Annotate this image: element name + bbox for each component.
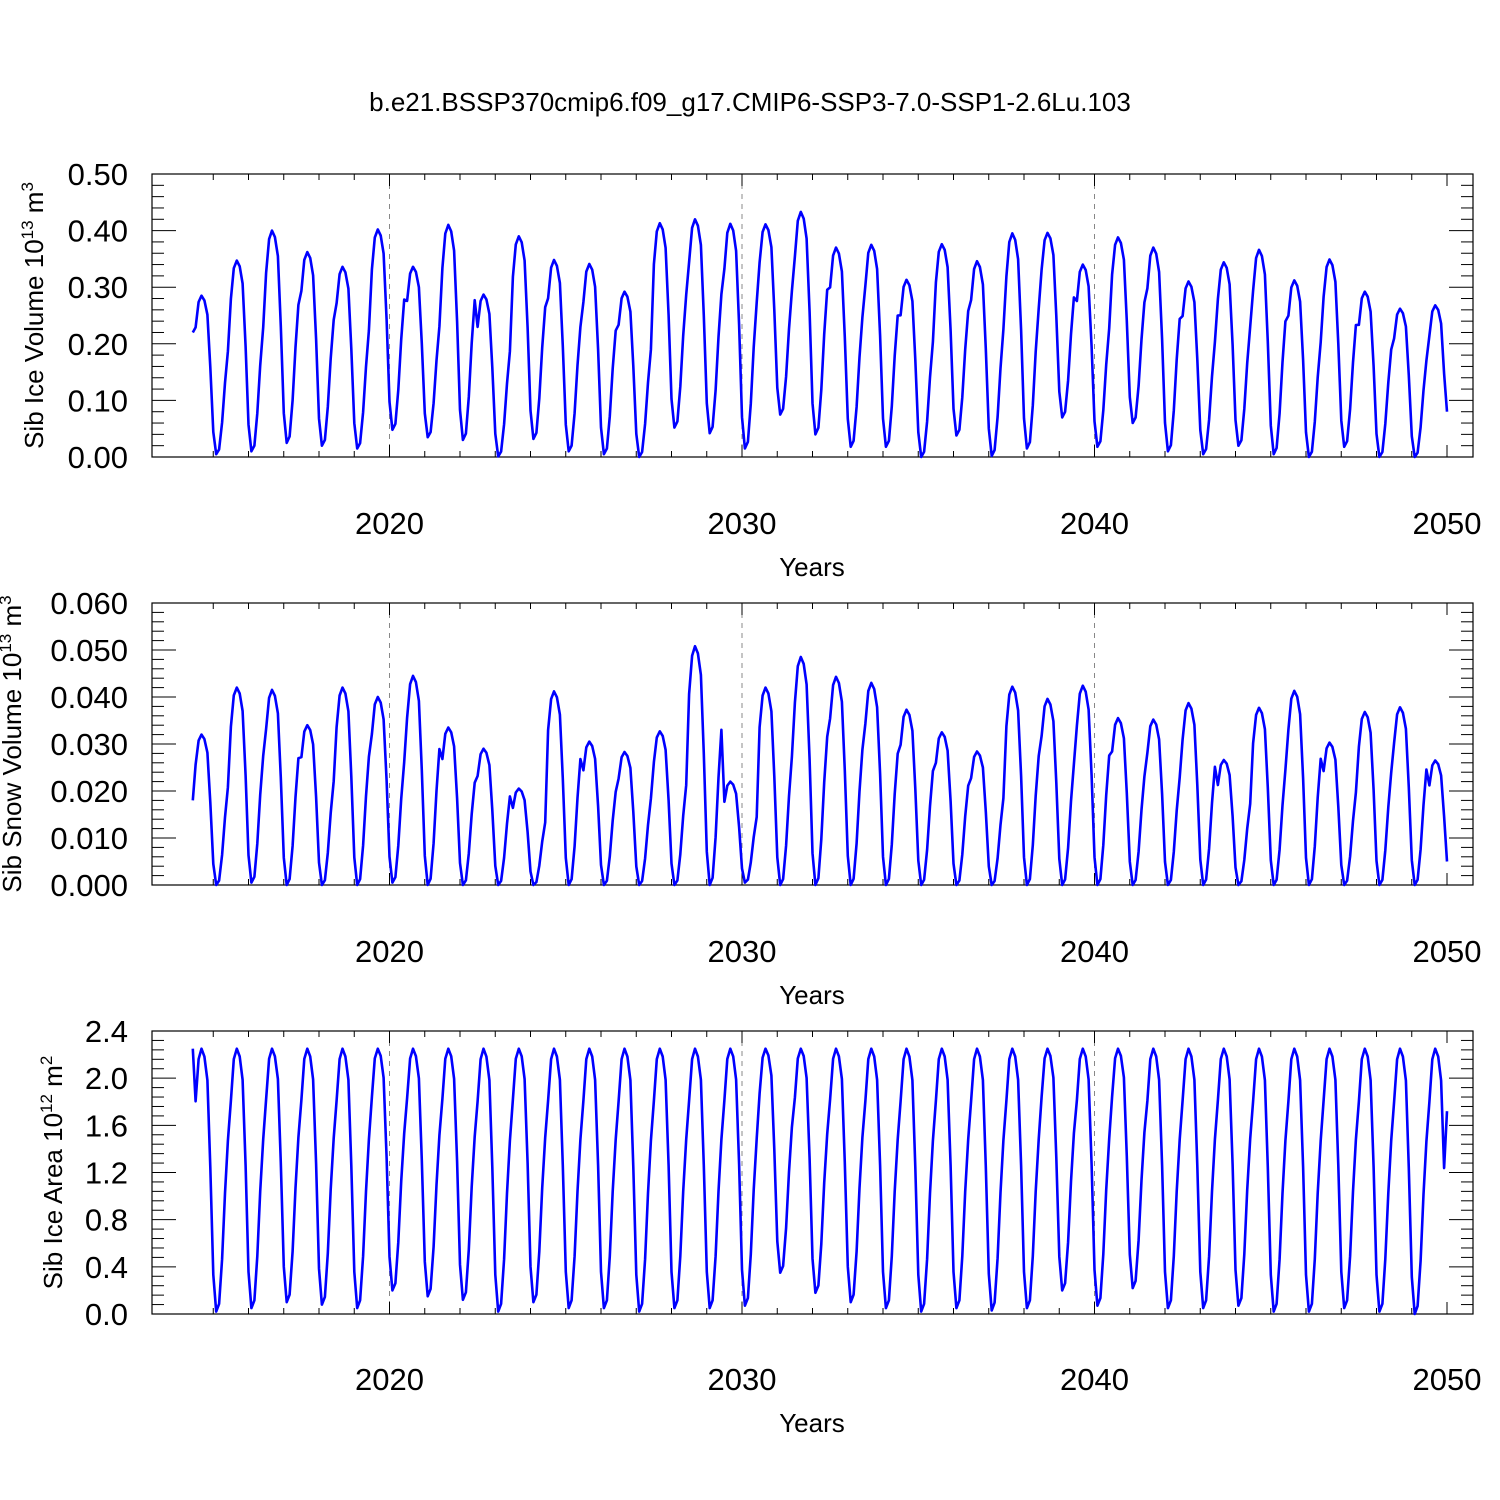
y-axis-title: Sib Snow Volume 1013 m3 — [0, 595, 27, 892]
y-tick-label: 0.010 — [50, 821, 128, 856]
series-line — [191, 1047, 1449, 1316]
y-tick-label: 0.0 — [85, 1297, 128, 1332]
y-tick-label: 0.020 — [50, 774, 128, 809]
y-axis-title-part: m — [0, 605, 27, 634]
x-tick-label: 2050 — [1413, 934, 1482, 969]
y-tick-label: 0.030 — [50, 727, 128, 762]
y-tick-label: 0.040 — [50, 680, 128, 715]
y-tick-label: 0.40 — [68, 214, 128, 249]
y-tick-label: 0.30 — [68, 270, 128, 305]
x-tick-label: 2040 — [1060, 934, 1129, 969]
x-axis-title: Years — [779, 552, 845, 582]
y-axis-title-part: 12 — [37, 1094, 56, 1113]
x-tick-label: 2020 — [355, 934, 424, 969]
x-axis-title: Years — [779, 980, 845, 1010]
y-axis-title-part: 2 — [37, 1056, 56, 1065]
y-axis-title-part: 3 — [0, 595, 15, 604]
y-axis-title-part: Sib Ice Volume 10 — [19, 239, 49, 449]
y-axis-title-part: 13 — [0, 634, 15, 653]
y-tick-label: 0.060 — [50, 586, 128, 621]
page-title: b.e21.BSSP370cmip6.f09_g17.CMIP6-SSP3-7.… — [369, 87, 1131, 117]
x-tick-label: 2030 — [708, 1362, 777, 1397]
series-line — [191, 644, 1449, 887]
y-axis-title-part: 3 — [18, 182, 37, 191]
y-tick-label: 0.000 — [50, 868, 128, 903]
x-tick-label: 2030 — [708, 506, 777, 541]
y-tick-label: 2.4 — [85, 1014, 128, 1049]
x-tick-label: 2050 — [1413, 506, 1482, 541]
y-axis-title-part: Sib Snow Volume 10 — [0, 653, 27, 893]
chart-panel-2: 2020 2030 2040 2050 0.000 0.010 0.020 0.030 0.04… — [0, 586, 1481, 1010]
y-tick-label: 0.10 — [68, 383, 128, 418]
chart-panel-3: 2020 2030 2040 2050 0.0 0.4 0.8 1.2 1.6 2.0 2.4 Yea… — [37, 1014, 1481, 1438]
y-tick-label: 0.4 — [85, 1250, 128, 1285]
y-axis-title-part: m — [38, 1065, 68, 1094]
x-axis-title: Years — [779, 1408, 845, 1438]
y-tick-label: 2.0 — [85, 1061, 128, 1096]
y-axis-title: Sib Ice Volume 1013 m3 — [18, 182, 49, 449]
x-tick-label: 2020 — [355, 1362, 424, 1397]
x-tick-label: 2050 — [1413, 1362, 1482, 1397]
chart-panels: 2020 2030 2040 2050 0.00 0.10 0.20 0.30 0.40 0.50… — [0, 157, 1481, 1438]
chart-panel-1: 2020 2030 2040 2050 0.00 0.10 0.20 0.30 0.40 0.50… — [18, 157, 1481, 582]
y-axis-title-part: m — [19, 192, 49, 221]
x-tick-label: 2020 — [355, 506, 424, 541]
y-tick-label: 0.00 — [68, 440, 128, 475]
y-tick-label: 0.50 — [68, 157, 128, 192]
x-tick-label: 2040 — [1060, 506, 1129, 541]
y-axis-title: Sib Ice Area 1012 m2 — [37, 1056, 68, 1290]
y-axis-title-part: Sib Ice Area 10 — [38, 1113, 68, 1289]
y-tick-label: 0.20 — [68, 327, 128, 362]
y-axis-title-part: 13 — [18, 220, 37, 239]
y-tick-label: 0.050 — [50, 633, 128, 668]
series-line — [191, 210, 1449, 459]
y-tick-label: 1.2 — [85, 1156, 128, 1191]
x-tick-label: 2040 — [1060, 1362, 1129, 1397]
y-tick-label: 0.8 — [85, 1203, 128, 1238]
y-tick-label: 1.6 — [85, 1108, 128, 1143]
x-tick-label: 2030 — [708, 934, 777, 969]
